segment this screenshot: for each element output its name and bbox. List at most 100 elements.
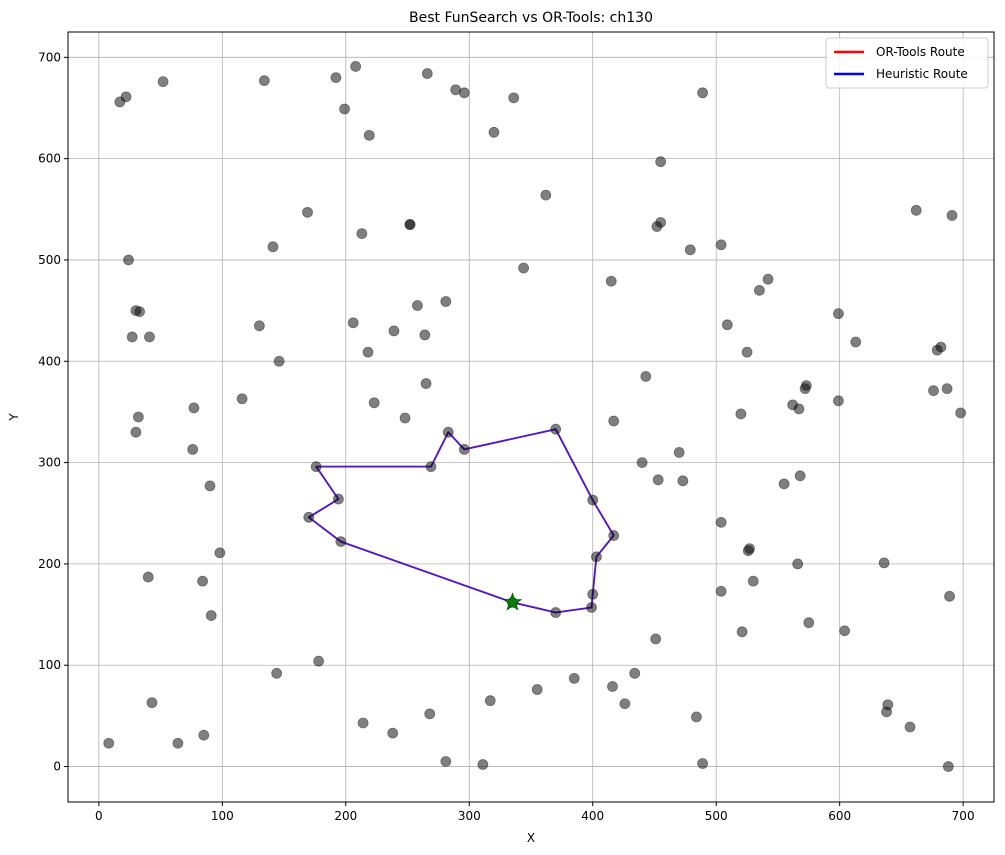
city-point (387, 727, 399, 739)
city-point (330, 72, 342, 83)
y-tick-label: 400 (38, 354, 61, 368)
start-marker (502, 592, 523, 611)
city-point (655, 217, 667, 228)
city-point (236, 393, 248, 405)
city-point (800, 380, 812, 391)
city-point (363, 129, 375, 141)
city-point (302, 206, 313, 218)
city-point (458, 444, 470, 455)
city-point (425, 461, 437, 473)
city-point (424, 708, 436, 720)
city-point (197, 575, 208, 587)
y-tick-label: 500 (38, 253, 61, 267)
city-point (640, 371, 652, 382)
city-point (715, 516, 727, 528)
city-point (350, 61, 362, 72)
route-line-heuristic (307, 428, 615, 614)
legend-label-or-tools: OR-Tools Route (876, 45, 965, 59)
city-point (944, 590, 955, 602)
city-point (420, 378, 432, 389)
city-point (935, 341, 947, 353)
city-point (130, 426, 142, 438)
city-point (946, 209, 958, 221)
city-point (697, 758, 709, 769)
city-point (550, 607, 562, 618)
city-point (741, 346, 753, 358)
city-point (404, 219, 416, 230)
city-point (204, 480, 216, 492)
city-point (271, 667, 283, 679)
city-point (273, 355, 285, 367)
city-point (450, 84, 462, 96)
city-point (881, 706, 892, 718)
legend-label-heuristic: Heuristic Route (876, 67, 968, 81)
city-point (399, 412, 411, 424)
x-tick-label: 500 (705, 809, 728, 823)
city-point (762, 273, 774, 285)
city-point (123, 254, 134, 266)
city-point (508, 92, 520, 104)
y-tick-label: 600 (38, 152, 61, 166)
city-point (803, 617, 815, 629)
city-point (955, 407, 967, 419)
plot-area (68, 32, 994, 802)
city-point (412, 300, 423, 311)
city-point (839, 625, 851, 637)
city-point (540, 189, 552, 201)
city-point (910, 204, 922, 216)
city-point (878, 557, 890, 569)
city-point (850, 336, 862, 348)
city-point (253, 320, 265, 332)
city-point (697, 87, 709, 99)
city-point (440, 756, 452, 767)
city-point (691, 711, 702, 723)
city-point (619, 698, 631, 710)
city-point (518, 262, 529, 274)
city-point (368, 397, 380, 409)
city-point (673, 447, 685, 458)
x-tick-label: 300 (458, 809, 481, 823)
city-point (787, 399, 799, 411)
y-tick-label: 100 (38, 658, 61, 672)
y-tick-label: 0 (53, 760, 61, 774)
city-point (747, 575, 759, 587)
city-point (833, 395, 844, 407)
city-point (198, 729, 210, 741)
city-point (650, 633, 662, 645)
city-point (442, 426, 454, 438)
city-point (607, 681, 618, 692)
city-point (126, 331, 138, 343)
city-point (754, 284, 765, 296)
y-tick-label: 700 (38, 50, 61, 64)
city-point (531, 684, 543, 695)
city-point (904, 721, 916, 733)
city-point (488, 126, 500, 138)
city-point (941, 383, 953, 395)
city-point (419, 329, 431, 341)
city-point (794, 470, 806, 482)
city-point (792, 558, 804, 570)
city-point (440, 296, 452, 307)
city-point (677, 475, 689, 487)
city-point (205, 610, 217, 621)
city-point (335, 536, 347, 548)
city-point (484, 695, 496, 707)
x-tick-label: 700 (952, 809, 975, 823)
city-point (144, 331, 155, 343)
city-point (187, 444, 199, 455)
city-point (214, 547, 226, 559)
x-axis-label: X (527, 831, 535, 845)
grid (68, 32, 994, 802)
city-point (357, 717, 369, 729)
city-point (267, 241, 279, 253)
city-point (332, 493, 344, 505)
city-point (388, 325, 400, 337)
ticks: 0 100 200 300 400 500 600 700 0 100 200 300 400 500 60… (38, 50, 974, 823)
city-point (132, 411, 144, 423)
city-point (347, 317, 359, 329)
x-tick-label: 600 (828, 809, 851, 823)
city-point (310, 461, 322, 473)
x-tick-label: 100 (211, 809, 234, 823)
city-point (744, 543, 755, 555)
